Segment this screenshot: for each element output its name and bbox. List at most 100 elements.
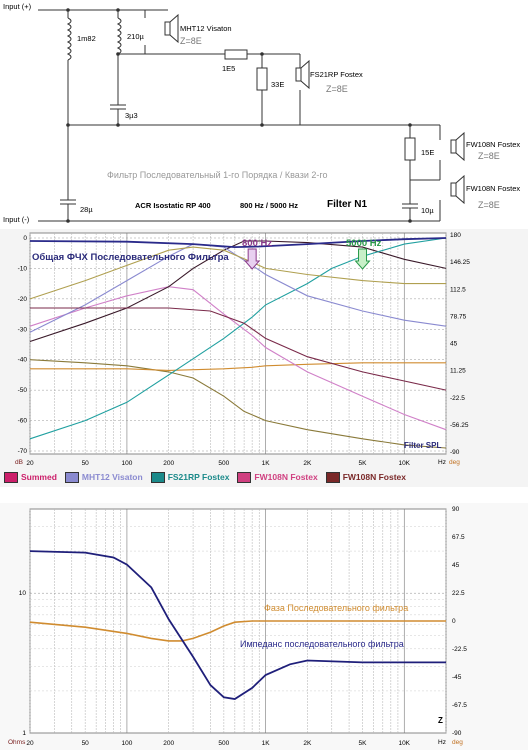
imp-phase-tick: -67.5 — [452, 702, 467, 709]
legend-label: Summed — [21, 472, 57, 482]
spl-x-tick: 100 — [121, 460, 132, 467]
imp-x-tick: 10K — [398, 740, 410, 747]
spl-y-tick: -30 — [18, 326, 28, 333]
legend-item: FS21RP Fostex — [150, 471, 229, 483]
phase-curve-label: Фаза Последовательного фильтра — [264, 603, 409, 613]
marker-800-label: 800 Hz — [242, 238, 273, 249]
woofer-2-response — [29, 286, 447, 431]
resistor-r3-label: 15E — [421, 148, 435, 157]
speaker-2-impedance: Z=8E — [326, 84, 348, 94]
woofer-3-response — [30, 307, 447, 391]
spl-y-tick: -50 — [18, 387, 28, 394]
crossover-frequencies: 800 Hz / 5000 Hz — [240, 201, 298, 210]
legend-label: FW108N Fostex — [342, 472, 407, 482]
spl-phase-tick: 112.5 — [450, 286, 466, 293]
imp-phase-tick: -90 — [452, 730, 462, 737]
speaker-1-name: MHT12 Visaton — [180, 24, 232, 33]
inductor-l1-label: 1m82 — [77, 34, 96, 43]
spl-corner-label: Filter SPL — [404, 441, 442, 450]
impedance-curve-label: Импеданс последовательного фильтра — [240, 639, 404, 649]
imp-x-tick: 200 — [163, 740, 174, 747]
schematic-panel: Input (+) Input (-) 1m82 210µ 3µ3 28µ 1E… — [0, 0, 528, 228]
filter-name: Filter N1 — [327, 199, 368, 210]
spl-x-tick: 200 — [163, 460, 174, 467]
imp-phase-tick: 90 — [452, 506, 460, 513]
midrange-response — [29, 237, 447, 440]
speaker-3-impedance: Z=8E — [478, 151, 500, 161]
spl-phase-tick: 45 — [450, 341, 458, 348]
legend-swatch — [64, 471, 79, 483]
resistor-r1-label: 1E5 — [222, 64, 236, 73]
impedance-phase-unit: deg — [452, 739, 463, 746]
spl-x-tick: 20 — [26, 460, 34, 467]
imp-x-tick: 500 — [218, 740, 229, 747]
speaker-4-name: FW108N Fostex — [466, 184, 521, 193]
schematic-title: Фильтр Последовательный 1-го Порядка / К… — [107, 170, 328, 180]
marker-800-arrow — [244, 248, 261, 270]
imp-phase-tick: -22.5 — [452, 646, 467, 653]
imp-phase-tick: 22.5 — [452, 590, 465, 597]
impedance-corner-label: Z — [438, 716, 443, 725]
spl-x-tick: 5K — [359, 460, 368, 467]
impedance-x-unit: Hz — [438, 739, 446, 746]
spl-phase-unit: deg — [449, 459, 460, 466]
spl-y-tick: -60 — [18, 418, 28, 425]
phase-curve-b — [30, 362, 446, 371]
imp-y-tick: 1 — [22, 730, 26, 737]
tweeter-secondary — [29, 246, 446, 300]
spl-legend: Summed MHT12 Visaton FS21RP Fostex FW108N F… — [4, 470, 524, 484]
speaker-2-name: FS21RP Fostex — [310, 70, 363, 79]
spl-phase-tick: -22.5 — [450, 395, 465, 402]
imp-x-tick: 1K — [262, 740, 271, 747]
speaker-3-name: FW108N Fostex — [466, 140, 521, 149]
imp-phase-tick: -45 — [452, 674, 462, 681]
inductor-l2-label: 210µ — [127, 32, 144, 41]
legend-swatch — [237, 471, 252, 483]
spl-y-unit: dB — [15, 459, 23, 466]
spl-phase-tick: 180 — [450, 232, 461, 239]
impedance-chart-panel: 10 1 90 67.5 45 22.5 0 -22.5 -45 -67.5 -90 20 50 100 2… — [0, 503, 528, 750]
imp-phase-tick: 45 — [452, 562, 460, 569]
spl-y-tick: 0 — [23, 235, 27, 242]
legend-item: FW108N Fostex — [237, 471, 318, 483]
imp-phase-tick: 67.5 — [452, 534, 465, 541]
spl-x-tick: 2K — [303, 460, 312, 467]
capacitor-c3-label: 10µ — [421, 206, 434, 215]
woofer-1-response — [29, 240, 447, 343]
summed-response — [29, 237, 447, 249]
imp-phase-tick: 0 — [452, 618, 456, 625]
impedance-y-unit: Ohms — [8, 739, 26, 746]
spl-plot-area — [29, 232, 447, 455]
marker-5000-arrow — [354, 248, 371, 270]
legend-item: MHT12 Visaton — [64, 471, 143, 483]
legend-item: FW108N Fostex — [325, 471, 407, 483]
speaker-1-impedance: Z=8E — [180, 36, 202, 46]
legend-label: FW108N Fostex — [254, 472, 318, 482]
input-positive-label: Input (+) — [3, 2, 32, 11]
legend-swatch — [150, 471, 165, 483]
spl-y-tick: -20 — [18, 296, 28, 303]
spl-phase-tick: -56.25 — [450, 422, 469, 429]
capacitor-c2-label: 28µ — [80, 205, 93, 214]
imp-x-tick: 5K — [359, 740, 368, 747]
schematic-diagram — [38, 8, 465, 223]
input-negative-label: Input (-) — [3, 215, 30, 224]
legend-swatch — [4, 471, 18, 483]
phase-curve-a — [29, 359, 447, 449]
legend-label: MHT12 Visaton — [81, 472, 143, 482]
imp-y-tick: 10 — [19, 590, 27, 597]
spl-phase-tick: 11.25 — [450, 368, 466, 375]
legend-item: Summed — [4, 471, 57, 483]
impedance-curve — [29, 550, 446, 700]
spl-phase-tick: 146.25 — [450, 259, 470, 266]
spl-x-unit: Hz — [438, 459, 446, 466]
impedance-chart: 10 1 90 67.5 45 22.5 0 -22.5 -45 -67.5 -90 20 50 100 2… — [19, 506, 467, 747]
speaker-symbols — [164, 13, 465, 205]
acr-label: ACR Isostatic RP 400 — [135, 201, 211, 210]
imp-x-tick: 100 — [121, 740, 132, 747]
spl-heading: Общая ФЧХ Последовательного Фильтра — [32, 252, 229, 263]
imp-x-tick: 20 — [26, 740, 34, 747]
spl-y-tick: -10 — [18, 265, 28, 272]
imp-x-tick: 50 — [82, 740, 90, 747]
speaker-4-impedance: Z=8E — [478, 200, 500, 210]
